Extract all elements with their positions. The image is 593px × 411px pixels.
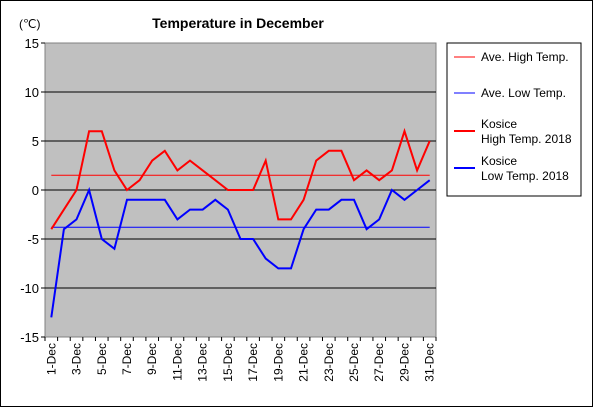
- legend-label: Ave. High Temp.: [481, 50, 569, 64]
- x-tick-label: 31-Dec: [423, 343, 437, 382]
- y-tick-label: -10: [20, 281, 39, 296]
- y-tick-label: 15: [25, 36, 39, 51]
- x-axis-ticks: 1-Dec 3-Dec 5-Dec 7-Dec 9-Dec 11-Dec 13-Dec 15-…: [44, 337, 437, 382]
- x-tick-label: 15-Dec: [221, 343, 235, 382]
- y-tick-label: -5: [27, 232, 39, 247]
- gridlines: [45, 91, 436, 289]
- series-line-kosice-low-temp-2018: [50, 179, 431, 318]
- legend-entries: Ave. High Temp.Ave. Low Temp.KosiceHigh …: [454, 50, 572, 183]
- chart-title: Temperature in December: [152, 15, 324, 31]
- legend-label: Low Temp. 2018: [481, 169, 569, 183]
- legend-label: High Temp. 2018: [481, 132, 572, 146]
- x-tick-label: 29-Dec: [397, 343, 411, 382]
- legend-label: Ave. Low Temp.: [481, 86, 566, 100]
- x-tick-label: 21-Dec: [297, 343, 311, 382]
- x-tick-label: 3-Dec: [70, 343, 84, 375]
- series-lines: [50, 127, 431, 318]
- y-tick-label: 5: [32, 134, 39, 149]
- y-tick-label: 0: [32, 183, 39, 198]
- x-tick-label: 1-Dec: [44, 343, 58, 375]
- x-tick-label: 17-Dec: [246, 343, 260, 382]
- x-tick-label: 27-Dec: [372, 343, 386, 382]
- x-tick-label: 23-Dec: [322, 343, 336, 382]
- y-tick-label: -15: [20, 330, 39, 345]
- x-tick-label: 25-Dec: [347, 343, 361, 382]
- x-tick-label: 7-Dec: [120, 343, 134, 375]
- legend-label: Kosice: [481, 154, 517, 168]
- x-tick-label: 11-Dec: [170, 343, 184, 381]
- x-tick-label: 9-Dec: [145, 343, 159, 375]
- legend-label: Kosice: [481, 117, 517, 131]
- x-tick-label: 5-Dec: [95, 343, 109, 375]
- y-axis-ticks: 15 10 5 0 -5 -10 -15: [20, 36, 45, 345]
- y-tick-label: 10: [25, 85, 39, 100]
- series-line-kosice-high-temp-2018: [50, 127, 431, 230]
- y-axis-unit-label: (℃): [19, 17, 40, 31]
- legend: [446, 42, 582, 197]
- x-tick-label: 13-Dec: [196, 343, 210, 382]
- x-tick-label: 19-Dec: [271, 343, 285, 382]
